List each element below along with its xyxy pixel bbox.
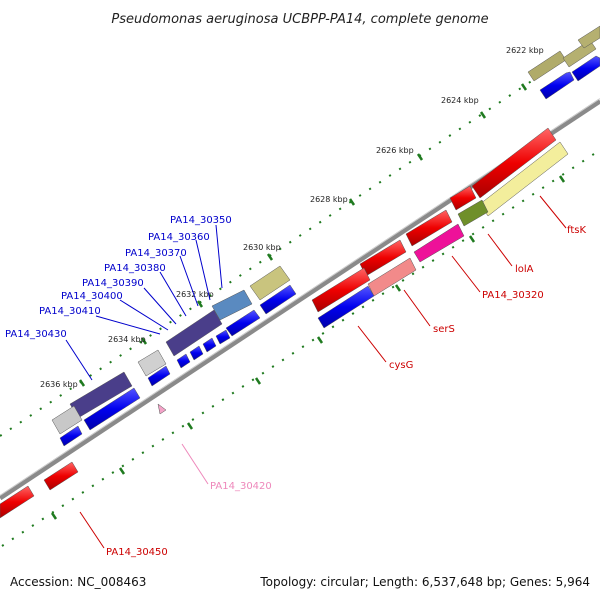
- leader-pink: [181, 443, 209, 485]
- gene-blue-9[interactable]: [83, 387, 141, 431]
- gene-red-small[interactable]: [449, 185, 477, 211]
- major-ticks-inner: [50, 175, 566, 520]
- label-cysG: cysG: [389, 360, 413, 371]
- gene-blue-small-2[interactable]: [189, 345, 204, 361]
- gene-grey-1[interactable]: [137, 349, 167, 377]
- label-PA14_30370: PA14_30370: [125, 248, 187, 259]
- gene-blue-5[interactable]: [259, 284, 297, 315]
- gene-blue-small-1[interactable]: [176, 353, 191, 369]
- inner-tick-row: [1, 149, 600, 547]
- gene-red-4[interactable]: [311, 267, 371, 313]
- gene-blue-small-3[interactable]: [202, 337, 217, 353]
- gene-olive-4[interactable]: [249, 265, 291, 301]
- label-ftsK: ftsK: [567, 225, 586, 236]
- gene-red-left[interactable]: [0, 485, 35, 519]
- gene-grey-2[interactable]: [51, 405, 83, 435]
- label-PA14_30450: PA14_30450: [106, 547, 168, 558]
- label-PA14_30420: PA14_30420: [210, 481, 272, 492]
- leaders-right: [79, 195, 567, 549]
- gene-olive-3[interactable]: [577, 25, 600, 49]
- gene-blue-6[interactable]: [225, 309, 261, 337]
- gene-PA14_30450[interactable]: [43, 461, 79, 491]
- gene-purple-1[interactable]: [165, 309, 223, 357]
- leaders-left: [65, 224, 223, 381]
- label-PA14_30430: PA14_30430: [5, 329, 67, 340]
- upper-genes: [51, 25, 600, 447]
- tick-label-2628: 2628 kbp: [310, 195, 348, 204]
- lower-genes: [0, 127, 569, 519]
- tick-label-2622: 2622 kbp: [506, 46, 544, 55]
- genome-title: Pseudomonas aeruginosa UCBPP-PA14, compl…: [111, 12, 488, 27]
- gene-red-2[interactable]: [405, 209, 453, 247]
- gene-blue-small-4[interactable]: [215, 329, 231, 345]
- gene-blue-8[interactable]: [59, 425, 83, 447]
- gene-lolA[interactable]: [457, 199, 489, 227]
- major-ticks-outer: [78, 83, 528, 387]
- gene-blue-top-2[interactable]: [571, 55, 600, 82]
- gene-PA14_30420[interactable]: [157, 403, 167, 415]
- label-PA14_30400: PA14_30400: [61, 291, 123, 302]
- gene-olive-2[interactable]: [562, 39, 597, 68]
- tick-label-2634: 2634 kbp: [108, 335, 146, 344]
- gene-PA14_30320[interactable]: [413, 223, 465, 263]
- label-PA14_30380: PA14_30380: [104, 263, 166, 274]
- label-PA14_30320: PA14_30320: [482, 290, 544, 301]
- tick-label-2632: 2632 kbp: [176, 290, 214, 299]
- label-PA14_30360: PA14_30360: [148, 232, 210, 243]
- gene-red-ftsK-top[interactable]: [471, 127, 557, 199]
- gene-blue-top-1[interactable]: [539, 71, 575, 100]
- label-lolA: lolA: [515, 264, 534, 275]
- tick-label-2624: 2624 kbp: [441, 96, 479, 105]
- label-PA14_30410: PA14_30410: [39, 306, 101, 317]
- tick-label-2636: 2636 kbp: [40, 380, 78, 389]
- accession-text: Accession: NC_008463: [10, 575, 146, 589]
- label-serS: serS: [433, 324, 455, 335]
- tick-label-2630: 2630 kbp: [243, 243, 281, 252]
- gene-serS[interactable]: [367, 257, 417, 297]
- label-PA14_30390: PA14_30390: [82, 278, 144, 289]
- gene-blue-7[interactable]: [147, 365, 171, 387]
- label-PA14_30350: PA14_30350: [170, 215, 232, 226]
- genome-summary-text: Topology: circular; Length: 6,537,648 bp…: [259, 575, 590, 589]
- tick-label-2626: 2626 kbp: [376, 146, 414, 155]
- gene-cysG[interactable]: [317, 285, 375, 329]
